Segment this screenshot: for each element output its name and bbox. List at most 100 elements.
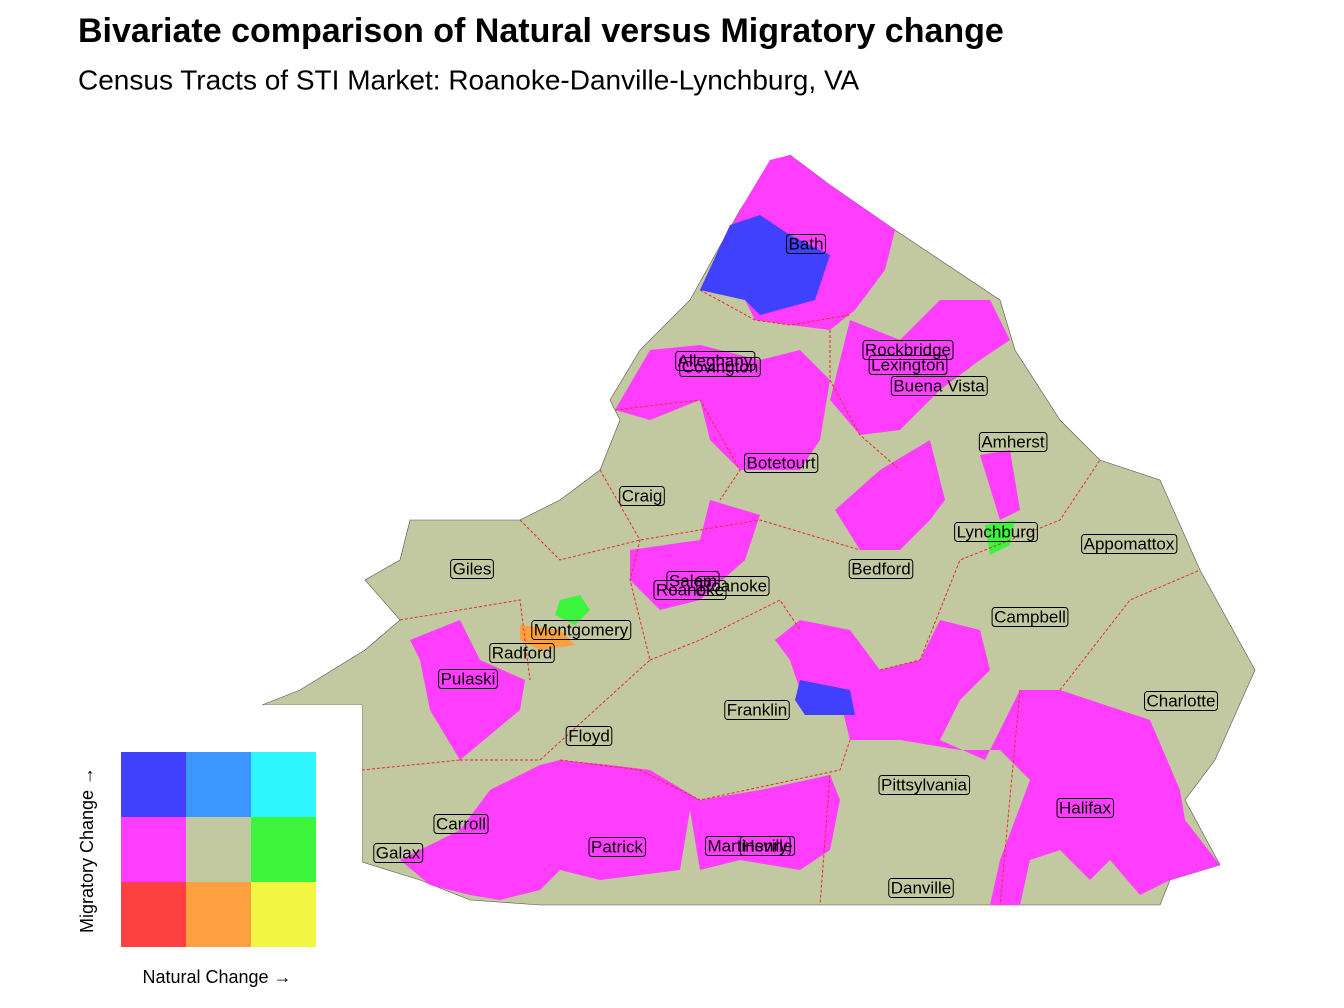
legend-x-label: Natural Change → bbox=[142, 967, 291, 987]
label-text: Covington bbox=[682, 357, 759, 376]
county-label: Patrick bbox=[588, 836, 646, 857]
county-label: Franklin bbox=[724, 699, 790, 720]
label-text: Franklin bbox=[727, 700, 787, 719]
county-label: Pittsylvania bbox=[878, 774, 971, 795]
label-box bbox=[675, 350, 756, 371]
label-text: Montgomery bbox=[534, 620, 629, 639]
label-box bbox=[531, 619, 632, 640]
county-label: Amherst bbox=[978, 431, 1048, 452]
county-label: Henry bbox=[739, 835, 791, 856]
county-label: Roanoke bbox=[653, 579, 727, 600]
county-label: Montgomery bbox=[531, 619, 632, 640]
legend-cell bbox=[251, 817, 316, 882]
label-box bbox=[1081, 533, 1178, 554]
label-text: Danville bbox=[891, 878, 951, 897]
region-green bbox=[555, 595, 590, 625]
label-box bbox=[489, 642, 555, 663]
county-label: Rockbridge bbox=[862, 339, 954, 360]
county-label: Roanoke bbox=[696, 575, 770, 596]
label-text: Rockbridge bbox=[865, 340, 951, 359]
region-magenta bbox=[410, 620, 525, 760]
label-box bbox=[954, 521, 1038, 542]
label-text: Botetourt bbox=[747, 453, 816, 472]
region-magenta bbox=[615, 345, 830, 470]
region-blue bbox=[700, 215, 830, 315]
label-box bbox=[739, 835, 791, 856]
county-label: Lynchburg bbox=[954, 521, 1038, 542]
label-text: Charlotte bbox=[1147, 691, 1216, 710]
label-text: Henry bbox=[742, 836, 788, 855]
map-area bbox=[261, 154, 1256, 906]
label-text: Alleghany bbox=[678, 351, 753, 370]
county-label: Charlotte bbox=[1144, 690, 1218, 711]
label-text: Lexington bbox=[871, 355, 945, 374]
label-text: Amherst bbox=[981, 432, 1045, 451]
county-label: Danville bbox=[888, 877, 954, 898]
county-label: Appomattox bbox=[1081, 533, 1178, 554]
label-text: Appomattox bbox=[1084, 534, 1175, 553]
region-blue bbox=[795, 680, 855, 715]
legend-cell bbox=[251, 752, 316, 817]
label-text: Pittsylvania bbox=[881, 775, 968, 794]
label-text: Bedford bbox=[851, 559, 911, 578]
label-box bbox=[588, 836, 646, 857]
county-borders bbox=[361, 289, 1201, 906]
legend-cell bbox=[121, 882, 186, 947]
label-box bbox=[679, 356, 761, 377]
label-text: Carroll bbox=[436, 814, 486, 833]
county-label: Carroll bbox=[433, 813, 489, 834]
label-text: Pulaski bbox=[441, 669, 496, 688]
county-label: Bath bbox=[786, 233, 826, 254]
label-box bbox=[373, 842, 424, 863]
county-label: Botetourt bbox=[744, 452, 819, 473]
county-label: Halifax bbox=[1056, 797, 1114, 818]
county-label: Buena Vista bbox=[890, 375, 988, 396]
county-border bbox=[361, 289, 1201, 906]
label-box bbox=[438, 668, 498, 689]
label-box bbox=[696, 575, 770, 596]
label-box bbox=[433, 813, 489, 834]
label-text: Patrick bbox=[591, 837, 643, 856]
label-box bbox=[786, 233, 826, 254]
label-text: Halifax bbox=[1059, 798, 1111, 817]
legend-cell bbox=[186, 817, 251, 882]
label-box bbox=[653, 579, 727, 600]
label-text: Craig bbox=[622, 486, 663, 505]
legend-cell bbox=[186, 882, 251, 947]
label-box bbox=[744, 452, 819, 473]
label-text: Roanoke bbox=[656, 580, 724, 599]
region-magenta bbox=[630, 500, 760, 610]
label-text: Roanoke bbox=[699, 576, 767, 595]
label-box bbox=[862, 339, 954, 360]
label-box bbox=[450, 558, 494, 579]
legend-cell bbox=[121, 752, 186, 817]
label-text: Bath bbox=[789, 234, 824, 253]
label-text: Buena Vista bbox=[893, 376, 985, 395]
label-box bbox=[888, 877, 954, 898]
label-box bbox=[978, 431, 1048, 452]
county-label: Radford bbox=[489, 642, 555, 663]
region-magenta bbox=[400, 760, 840, 900]
legend bbox=[121, 752, 316, 947]
label-box bbox=[724, 699, 790, 720]
label-box bbox=[565, 725, 613, 746]
region-magenta bbox=[830, 300, 1010, 435]
label-box bbox=[991, 606, 1069, 627]
county-label: Campbell bbox=[991, 606, 1069, 627]
region-green bbox=[985, 520, 1015, 555]
label-text: Radford bbox=[492, 643, 552, 662]
label-box bbox=[848, 558, 914, 579]
region-magenta bbox=[980, 450, 1020, 520]
label-box bbox=[1056, 797, 1114, 818]
county-label: Giles bbox=[450, 558, 494, 579]
label-box bbox=[1144, 690, 1218, 711]
label-text: Giles bbox=[453, 559, 492, 578]
label-box bbox=[868, 354, 948, 375]
title: Bivariate comparison of Natural versus M… bbox=[78, 12, 1004, 50]
label-text: Martinsville bbox=[707, 836, 792, 855]
county-label: Pulaski bbox=[438, 668, 498, 689]
label-box bbox=[619, 485, 665, 506]
subtitle: Census Tracts of STI Market: Roanoke-Dan… bbox=[78, 64, 860, 95]
